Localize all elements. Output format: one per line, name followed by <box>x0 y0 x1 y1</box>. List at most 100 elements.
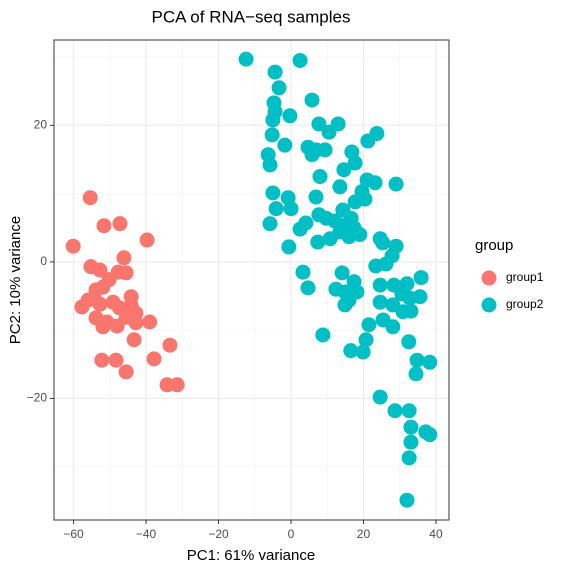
point <box>265 185 281 201</box>
point <box>95 279 111 295</box>
point <box>96 218 112 234</box>
point <box>402 290 418 306</box>
x-tick-label: −40 <box>136 527 157 541</box>
point <box>118 265 134 281</box>
point <box>337 297 353 313</box>
point <box>403 434 419 450</box>
point <box>360 133 376 149</box>
point <box>336 162 352 178</box>
point <box>281 239 297 255</box>
point <box>321 124 337 140</box>
x-tick-label: −60 <box>63 527 84 541</box>
point <box>372 389 388 405</box>
point <box>367 175 383 191</box>
legend-title: group <box>475 237 513 254</box>
point <box>361 317 377 333</box>
point <box>401 450 417 466</box>
point <box>317 142 333 158</box>
point <box>65 238 81 254</box>
point <box>378 256 394 272</box>
point <box>118 309 134 325</box>
point <box>268 201 284 217</box>
point <box>304 147 320 163</box>
point <box>413 270 429 286</box>
point <box>422 354 438 370</box>
point <box>82 190 98 206</box>
point <box>401 334 417 350</box>
point <box>116 250 132 266</box>
point <box>372 277 388 293</box>
x-tick-label: −20 <box>208 527 229 541</box>
point <box>308 189 324 205</box>
point <box>332 179 348 195</box>
point <box>108 352 124 368</box>
point <box>352 227 368 243</box>
point <box>162 337 178 353</box>
x-tick-label: 20 <box>357 527 371 541</box>
x-axis-label: PC1: 61% variance <box>187 547 315 564</box>
point <box>262 157 278 173</box>
point <box>322 231 338 247</box>
point <box>310 234 326 250</box>
point <box>238 51 254 67</box>
point <box>311 116 327 132</box>
y-tick-label: 20 <box>34 118 48 132</box>
point <box>146 351 162 367</box>
x-tick-label: 0 <box>288 527 295 541</box>
point <box>399 492 415 508</box>
legend-label: group1 <box>506 270 544 284</box>
legend-label: group2 <box>506 297 544 311</box>
y-axis-label: PC2: 10% variance <box>7 216 24 344</box>
point <box>283 201 299 217</box>
point <box>112 216 128 232</box>
point <box>267 64 283 80</box>
point <box>403 303 419 319</box>
point <box>277 137 293 153</box>
point <box>403 419 419 435</box>
point <box>315 327 331 343</box>
point <box>388 176 404 192</box>
point <box>358 332 374 348</box>
point <box>422 427 438 443</box>
plot-border <box>53 39 450 521</box>
point <box>282 108 298 124</box>
point <box>408 366 424 382</box>
point <box>118 364 134 380</box>
point <box>357 191 373 207</box>
point <box>409 352 425 368</box>
point <box>295 264 311 280</box>
point <box>372 294 388 310</box>
point <box>292 52 308 68</box>
point <box>271 80 287 96</box>
point <box>80 292 96 308</box>
legend-swatch <box>481 297 497 313</box>
chart-title: PCA of RNA−seq samples <box>152 7 351 26</box>
point <box>262 216 278 232</box>
point <box>264 127 280 143</box>
point <box>401 403 417 419</box>
y-tick-label: 0 <box>40 254 47 268</box>
x-tick-label: 40 <box>429 527 443 541</box>
point <box>304 92 320 108</box>
point <box>292 221 308 237</box>
legend-swatch <box>481 270 497 286</box>
point <box>355 344 371 360</box>
point <box>347 155 363 171</box>
point <box>139 232 155 248</box>
point <box>169 377 185 393</box>
point <box>343 343 359 359</box>
point <box>312 169 328 185</box>
point <box>375 235 391 251</box>
point <box>142 314 158 330</box>
point <box>95 319 111 335</box>
y-tick-label: −20 <box>27 391 48 405</box>
point <box>300 280 316 296</box>
point <box>92 262 108 278</box>
point <box>385 319 401 335</box>
point <box>265 112 281 128</box>
point <box>387 403 403 419</box>
point <box>334 265 350 281</box>
point <box>126 332 142 348</box>
point <box>92 296 108 312</box>
